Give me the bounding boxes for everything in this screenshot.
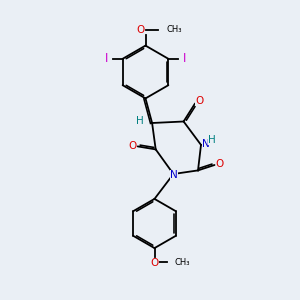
Text: I: I <box>104 52 108 65</box>
Text: H: H <box>136 116 143 126</box>
Text: O: O <box>216 158 224 169</box>
Text: O: O <box>128 141 136 151</box>
Text: I: I <box>183 52 187 65</box>
Text: O: O <box>151 257 159 268</box>
Text: N: N <box>170 169 178 180</box>
Text: H: H <box>208 135 216 145</box>
Text: CH₃: CH₃ <box>175 258 190 267</box>
Text: O: O <box>136 25 144 35</box>
Text: N: N <box>202 139 210 149</box>
Text: CH₃: CH₃ <box>167 26 182 34</box>
Text: O: O <box>195 96 203 106</box>
